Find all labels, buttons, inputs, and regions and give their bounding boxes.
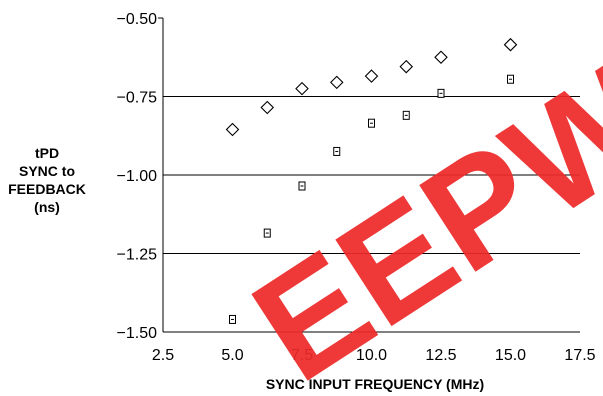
x-tick-label: 10.0	[356, 347, 387, 364]
diamond-point	[434, 50, 448, 65]
y-axis-label-line: (ns)	[34, 199, 60, 215]
y-tick-label: −1.50	[117, 325, 158, 342]
diamond-point	[260, 100, 275, 115]
gridlines	[163, 96, 580, 254]
y-tick-label: −1.25	[117, 247, 158, 264]
watermark: EEPW	[225, 31, 603, 396]
y-tick-label: −1.00	[117, 168, 158, 185]
diamond-point	[225, 122, 240, 137]
x-tick-label: 12.5	[425, 347, 456, 364]
x-tick-label: 2.5	[152, 347, 174, 364]
y-axis-label: tPD SYNC to FEEDBACK (ns)	[8, 145, 86, 215]
y-tick-label: −0.75	[117, 90, 158, 107]
diamond-point	[364, 69, 379, 83]
x-tick-label: 5.0	[221, 347, 243, 364]
y-tick-labels: −0.50 −0.75 −1.00 −1.25 −1.50	[117, 11, 158, 342]
plot-frame	[158, 17, 580, 333]
y-axis-label-line: SYNC to	[19, 163, 75, 179]
watermark-text: EEPW	[225, 31, 603, 396]
diamond-point	[503, 37, 518, 52]
x-tick-label: 15.0	[495, 347, 526, 364]
x-tick-label: 17.5	[564, 347, 595, 364]
x-tick-labels: 2.5 5.0 7.5 10.0 12.5 15.0 17.5	[152, 347, 596, 364]
x-axis-label: SYNC INPUT FREQUENCY (MHz)	[266, 376, 484, 392]
y-axis-label-line: FEEDBACK	[8, 181, 86, 197]
diamond-point	[329, 75, 344, 90]
y-tick-label: −0.50	[117, 11, 158, 28]
data-points	[225, 37, 518, 324]
diamond-point	[399, 59, 414, 74]
x-tick-label: 7.5	[291, 347, 313, 364]
y-axis-label-line: tPD	[35, 145, 59, 161]
diamond-point	[295, 81, 309, 96]
